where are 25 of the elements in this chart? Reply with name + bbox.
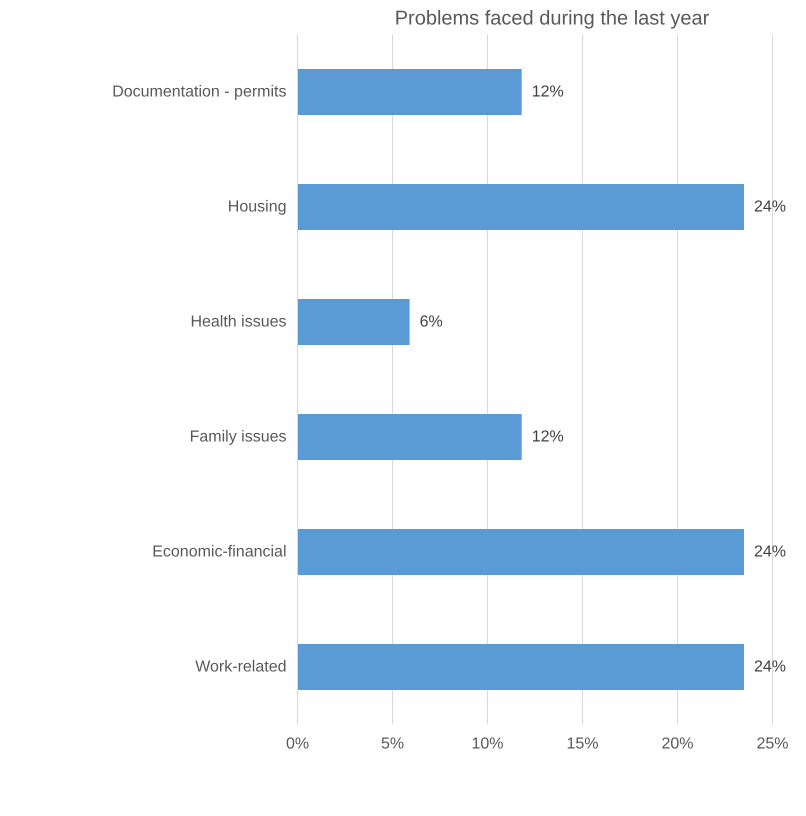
- y-tick-label: Documentation - permits: [112, 84, 287, 100]
- y-tick-label: Family issues: [190, 428, 286, 446]
- y-tick-label: Housing: [228, 198, 286, 216]
- x-tick-label: 15%: [566, 736, 599, 752]
- bar: [298, 299, 410, 345]
- data-label: 12%: [532, 84, 564, 100]
- bar: [298, 644, 744, 690]
- bar: [298, 529, 744, 575]
- chart-title: Problems faced during the last year: [394, 8, 710, 30]
- bar: [298, 414, 522, 460]
- x-tick-label: 5%: [380, 736, 404, 752]
- data-label: 24%: [754, 544, 786, 560]
- x-tick-label: 0%: [286, 736, 310, 752]
- data-label: 6%: [420, 314, 443, 330]
- x-tick-label: 20%: [661, 736, 694, 752]
- bar: [298, 69, 522, 115]
- y-tick-label: Work-related: [195, 658, 287, 676]
- y-tick-label: Health issues: [190, 314, 286, 330]
- data-label: 24%: [754, 658, 786, 676]
- data-label: 24%: [754, 198, 786, 216]
- bar: [298, 184, 744, 230]
- x-tick-label: 25%: [756, 736, 789, 752]
- y-tick-label: Economic-financial: [152, 544, 286, 560]
- data-label: 12%: [532, 428, 564, 446]
- x-tick-label: 10%: [471, 736, 504, 752]
